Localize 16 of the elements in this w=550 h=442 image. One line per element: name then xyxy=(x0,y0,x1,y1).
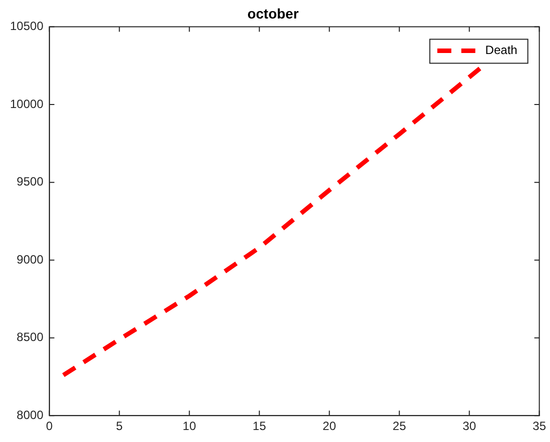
y-tick-label: 10500 xyxy=(10,19,44,34)
x-tick-label: 15 xyxy=(252,419,266,434)
x-tick-label: 25 xyxy=(392,419,406,434)
x-tick-label: 30 xyxy=(462,419,476,434)
legend-label: Death xyxy=(485,43,518,58)
y-tick-label: 9500 xyxy=(16,174,44,189)
x-tick-label: 5 xyxy=(116,419,124,434)
x-tick-label: 35 xyxy=(532,419,546,434)
x-tick-label: 20 xyxy=(322,419,336,434)
y-tick-label: 8000 xyxy=(16,408,44,422)
x-tick-label: 0 xyxy=(46,419,54,434)
x-tick-label: 10 xyxy=(182,419,196,434)
y-tick-label: 10000 xyxy=(10,96,44,111)
chart-title: october xyxy=(247,5,300,22)
y-tick-label: 8500 xyxy=(16,330,44,344)
y-tick-label: 9000 xyxy=(16,252,44,266)
